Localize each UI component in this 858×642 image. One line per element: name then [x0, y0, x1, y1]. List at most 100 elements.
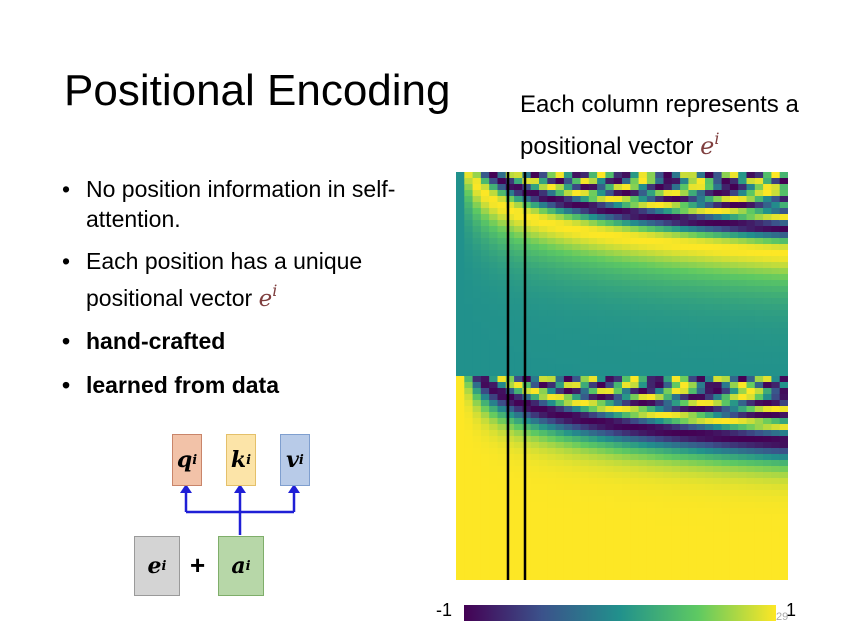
colorbar-min-label: -1 [436, 600, 453, 620]
heatmap-cell [530, 238, 540, 245]
heatmap-cell [630, 238, 640, 245]
heatmap-cell [646, 526, 656, 533]
heatmap-cell [655, 538, 665, 545]
heatmap-cell [663, 184, 673, 191]
heatmap-cell [489, 460, 499, 467]
heatmap-cell [539, 292, 548, 299]
heatmap-cell [555, 472, 565, 479]
heatmap-cell [489, 214, 499, 221]
heatmap-cell [555, 220, 565, 227]
heatmap-cell [622, 472, 631, 479]
heatmap-cell [613, 544, 623, 551]
heatmap-cell [713, 370, 723, 377]
heatmap-cell [646, 388, 656, 395]
heatmap-cell [480, 208, 490, 215]
heatmap-cell [738, 574, 748, 580]
heatmap-cell [622, 340, 631, 347]
heatmap-cell [696, 400, 706, 407]
heatmap-cell [663, 178, 673, 185]
heatmap-cell [580, 568, 590, 575]
heatmap-cell [696, 370, 706, 377]
heatmap-cell [522, 370, 532, 377]
heatmap-cell [588, 310, 598, 317]
heatmap-cell [572, 214, 582, 221]
heatmap-cell [754, 466, 764, 473]
heatmap-cell [779, 322, 788, 329]
heatmap-cell [638, 232, 648, 239]
heatmap-cell [555, 556, 565, 563]
heatmap-cell [505, 352, 515, 359]
heatmap-cell [472, 172, 482, 179]
heatmap-cell [688, 460, 698, 467]
heatmap-cell [563, 406, 573, 413]
heatmap-cell [572, 340, 582, 347]
heatmap-cell [746, 292, 756, 299]
heatmap-cell [779, 412, 788, 419]
heatmap-cell [771, 226, 781, 233]
heatmap-cell [597, 364, 606, 371]
heatmap-cell [638, 568, 648, 575]
heatmap-cell [721, 292, 731, 299]
heatmap-cell [613, 394, 623, 401]
heatmap-cell [522, 454, 532, 461]
heatmap-cell [605, 376, 615, 383]
heatmap-cell [456, 436, 465, 443]
heatmap-cell [572, 400, 582, 407]
heatmap-cell [580, 250, 590, 257]
heatmap-cell [597, 550, 606, 557]
heatmap-cell [655, 502, 665, 509]
heatmap-cell [472, 406, 482, 413]
heatmap-cell [555, 370, 565, 377]
heatmap-cell [555, 460, 565, 467]
heatmap-cell [597, 478, 606, 485]
heatmap-cell [655, 364, 665, 371]
heatmap-cell [497, 196, 507, 203]
heatmap-cell [539, 424, 548, 431]
heatmap-cell [688, 448, 698, 455]
heatmap-cell [622, 550, 631, 557]
heatmap-cell [588, 196, 598, 203]
heatmap-cell [638, 574, 648, 580]
heatmap-cell [655, 352, 665, 359]
heatmap-cell [754, 322, 764, 329]
heatmap-cell [613, 430, 623, 437]
heatmap-cell [605, 466, 615, 473]
heatmap-cell [771, 502, 781, 509]
heatmap-cell [746, 178, 756, 185]
heatmap-cell [663, 268, 673, 275]
heatmap-cell [497, 532, 507, 539]
heatmap-cell [456, 184, 465, 191]
heatmap-cell [705, 526, 714, 533]
heatmap-cell [763, 382, 772, 389]
heatmap-cell [779, 478, 788, 485]
heatmap-cell [738, 568, 748, 575]
heatmap-cell [771, 490, 781, 497]
heatmap-cell [779, 190, 788, 197]
heatmap-cell [771, 298, 781, 305]
heatmap-cell [530, 358, 540, 365]
heatmap-cell [530, 286, 540, 293]
heatmap-cell [547, 328, 557, 335]
heatmap-cell [539, 358, 548, 365]
heatmap-cell [630, 172, 640, 179]
heatmap-cell [572, 286, 582, 293]
heatmap-cell [738, 394, 748, 401]
heatmap-cell [605, 184, 615, 191]
heatmap-cell [671, 250, 681, 257]
heatmap-cell [547, 448, 557, 455]
heatmap-cell [746, 376, 756, 383]
heatmap-cell [721, 316, 731, 323]
heatmap-cell [754, 496, 764, 503]
heatmap-cell [713, 502, 723, 509]
heatmap-cell [522, 382, 532, 389]
heatmap-cell [588, 214, 598, 221]
heatmap-cell [705, 370, 714, 377]
heatmap-cell [572, 304, 582, 311]
heatmap-cell [771, 370, 781, 377]
heatmap-cell [580, 538, 590, 545]
bullet-symbol-2-base: e [258, 286, 273, 312]
heatmap-cell [514, 388, 523, 395]
heatmap-cell [547, 334, 557, 341]
heatmap-cell [680, 232, 689, 239]
heatmap-cell [480, 352, 490, 359]
